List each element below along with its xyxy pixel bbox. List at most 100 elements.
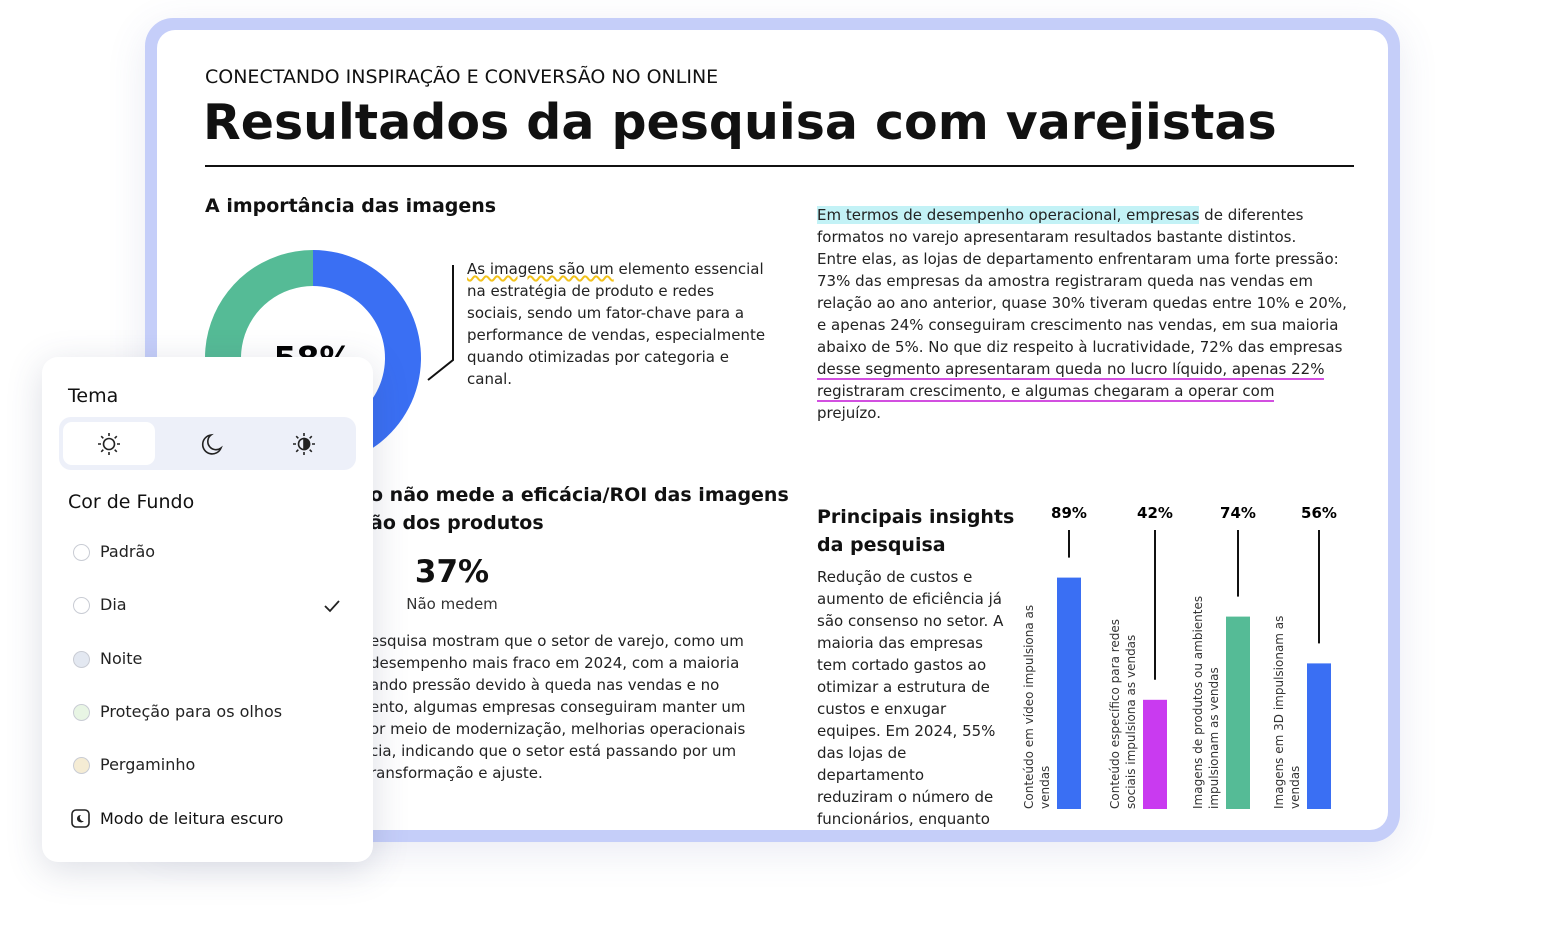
theme-icons: [98, 433, 315, 455]
text-segment: ão dos produtos: [370, 512, 544, 534]
bar-category-label: Imagens em 3D impulsionam as vendas: [1272, 615, 1302, 809]
text-segment: ransformação e ajuste.: [370, 764, 543, 782]
text-line: ento, algumas empresas conseguiram mante…: [370, 696, 746, 718]
text-segment: elemento essencial: [613, 260, 764, 278]
text-segment: sociais, sendo um fator-chave para a: [467, 304, 745, 322]
text-line: prejuízo.: [817, 402, 881, 424]
bar-value-label: 56%: [1301, 504, 1337, 522]
option-swatch: [73, 757, 90, 775]
text-segment: Entre elas, as lojas de departamento enf…: [817, 250, 1339, 268]
text-segment: esquisa mostram que o setor de varejo, c…: [370, 632, 744, 650]
panel-title: Tema: [68, 385, 119, 407]
text-line: As imagens são um elemento essencial: [467, 258, 764, 280]
background-option[interactable]: Padrão: [42, 533, 373, 573]
divider: [205, 165, 1354, 167]
text-line: Redução de custos e: [817, 566, 972, 588]
text-segment: abaixo de 5%. No que diz respeito à lucr…: [817, 338, 1343, 356]
theme-switch: [59, 417, 356, 470]
text-line: são consenso no setor. A: [817, 610, 1003, 632]
text-segment: departamento: [817, 766, 925, 784]
text-line: das lojas de: [817, 742, 906, 764]
donut-slice: [260, 250, 422, 466]
text-line: Principais insights: [817, 503, 1014, 531]
text-line: reduziram o número de: [817, 786, 993, 808]
text-segment: performance de vendas, especialmente: [467, 326, 766, 344]
text-line: ando pressão devido à queda nas vendas e…: [370, 674, 719, 696]
title: Resultados da pesquisa com varejistas: [203, 94, 1277, 151]
bar: [1143, 699, 1167, 809]
text-segment: reduziram o número de: [817, 788, 994, 806]
text-line: otimizar a estrutura de: [817, 676, 990, 698]
text-line: Entre elas, as lojas de departamento enf…: [817, 248, 1339, 270]
bar-value-label: 74%: [1220, 504, 1256, 522]
text-line: quando otimizadas por categoria e: [467, 346, 729, 368]
text-segment: na estratégia de produto e redes: [467, 282, 715, 300]
text-line: na estratégia de produto e redes: [467, 280, 714, 302]
option-swatch: [73, 597, 90, 615]
text-line: performance de vendas, especialmente: [467, 324, 765, 346]
text-segment: custos e enxugar: [817, 700, 947, 718]
text-segment: registraram crescimento, e algumas chega…: [817, 382, 1275, 402]
option-label: Noite: [100, 648, 143, 668]
text-segment: ento, algumas empresas conseguiram mante…: [370, 698, 746, 716]
text-segment: cia, indicando que o setor está passando…: [370, 742, 737, 760]
bar: [1307, 663, 1331, 809]
text-segment: de diferentes: [1199, 206, 1304, 224]
dark-theme-button[interactable]: [201, 433, 223, 455]
background-option[interactable]: Noite: [42, 640, 373, 680]
option-label: Dia: [100, 595, 127, 615]
text-line: registraram crescimento, e algumas chega…: [817, 380, 1275, 402]
text-line: e apenas 24% conseguiram crescimento nas…: [817, 314, 1338, 336]
text-line: abaixo de 5%. No que diz respeito à lucr…: [817, 336, 1342, 358]
bar-value-label: 89%: [1051, 504, 1087, 522]
text-segment: equipes. Em 2024, 55%: [817, 722, 996, 740]
text-line: custos e enxugar: [817, 698, 946, 720]
text-line: o não mede a eficácia/ROI das imagens: [370, 481, 789, 509]
bracket: [427, 265, 454, 381]
background-option[interactable]: Dia: [42, 586, 373, 626]
reading-mode-toggle[interactable]: Modo de leitura escuro: [100, 809, 284, 828]
text-line: canal.: [467, 368, 512, 390]
text-line: funcionários, enquanto: [817, 808, 990, 830]
text-segment: são consenso no setor. A: [817, 612, 1004, 630]
panel-subtitle: Cor de Fundo: [68, 491, 195, 513]
stat: 37%: [414, 554, 490, 590]
background-option[interactable]: Proteção para os olhos: [42, 693, 373, 733]
auto-theme-button[interactable]: [293, 433, 315, 455]
text-segment: canal.: [467, 370, 513, 388]
light-theme-button[interactable]: [98, 433, 120, 455]
text-segment: tem cortado gastos ao: [817, 656, 987, 674]
text-line: desse segmento apresentaram queda no luc…: [817, 358, 1325, 380]
text-segment: das lojas de: [817, 744, 907, 762]
bar: [1057, 577, 1081, 809]
text-segment: ando pressão devido à queda nas vendas e…: [370, 676, 720, 694]
text-line: esquisa mostram que o setor de varejo, c…: [370, 630, 744, 652]
text-line: da pesquisa: [817, 531, 946, 559]
text-segment: Principais insights: [817, 506, 1015, 528]
text-segment: Em termos de desempenho operacional, emp…: [817, 206, 1200, 224]
kicker: CONECTANDO INSPIRAÇÃO E CONVERSÃO NO ONL…: [205, 66, 719, 88]
bar: [1226, 616, 1250, 809]
text-line: Em termos de desempenho operacional, emp…: [817, 204, 1303, 226]
text-line: sociais, sendo um fator-chave para a: [467, 302, 744, 324]
option-swatch: [73, 650, 90, 668]
text-segment: funcionários, enquanto: [817, 810, 990, 828]
background-option[interactable]: Pergaminho: [42, 746, 373, 786]
text-line: desempenho mais fraco em 2024, com a mai…: [370, 652, 739, 674]
section-heading: A importância das imagens: [205, 195, 497, 217]
theme-selected: [63, 422, 155, 465]
text-segment: As imagens são um: [467, 260, 614, 278]
option-swatch: [73, 703, 90, 721]
text-line: 73% das empresas da amostra registraram …: [817, 270, 1313, 292]
option-label: Pergaminho: [100, 755, 196, 775]
text-segment: 73% das empresas da amostra registraram …: [817, 272, 1314, 290]
reader-settings-panel: Tema Cor de Fundo Padrão Dia Noite Proteção…: [42, 357, 373, 862]
text-segment: da pesquisa: [817, 534, 946, 556]
text-line: formatos no varejo apresentaram resultad…: [817, 226, 1296, 248]
text-segment: desse segmento apresentaram queda no luc…: [817, 360, 1325, 380]
text-segment: formatos no varejo apresentaram resultad…: [817, 228, 1297, 246]
option-label: Padrão: [100, 542, 156, 561]
text-line: aumento de eficiência já: [817, 588, 1002, 610]
text-line: departamento: [817, 764, 924, 786]
